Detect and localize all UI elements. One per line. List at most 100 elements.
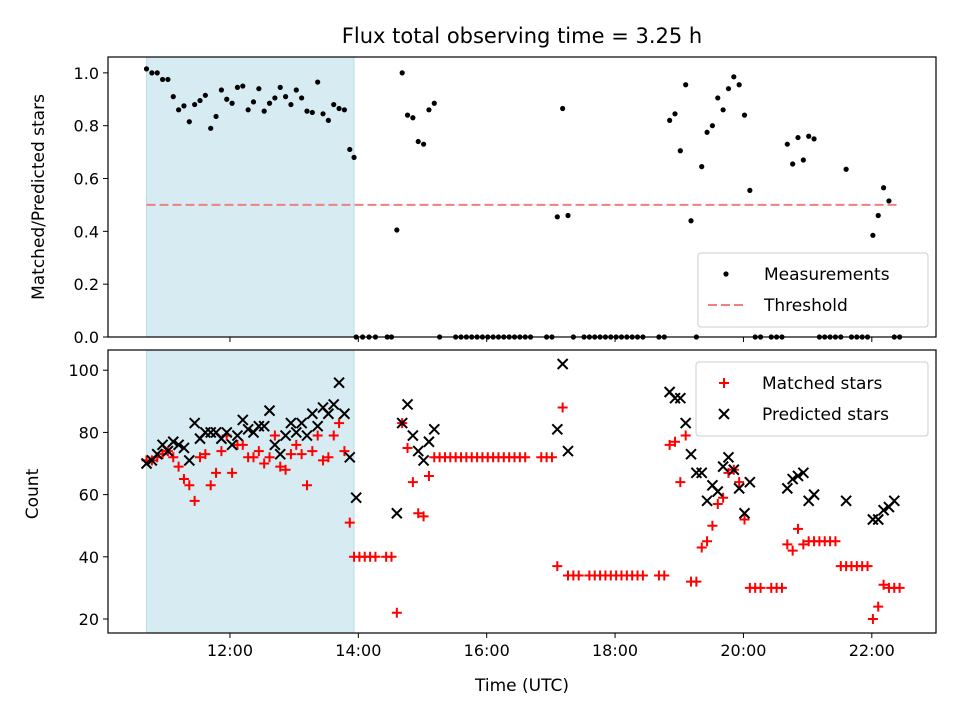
bottom-legend: Matched stars Predicted stars [695,361,929,437]
matched-stars-point [248,452,259,463]
bottom-y-tick-label: 60 [79,486,99,505]
matched-stars-point [168,452,179,463]
matched-stars-point [664,439,675,450]
predicted-stars-point [279,429,292,442]
top-legend: Measurements Threshold [697,252,929,328]
matched-stars-point [873,601,884,612]
matched-stars-point [211,467,222,478]
matched-stars-point [269,430,280,441]
measurement-point [351,154,357,160]
predicted-stars-point [556,358,569,370]
top-y-tick-label: 0.2 [74,275,99,294]
predicted-stars-point [428,423,440,436]
matched-stars-point [216,446,227,457]
measurement-point [731,74,737,80]
matched-stars-point [878,579,889,590]
measurement-point [677,148,683,154]
matched-stars-point [546,452,557,463]
measurement-point [304,108,310,114]
measurement-point [325,117,331,123]
predicted-stars-point [162,445,174,457]
matched-stars-point [391,607,402,618]
predicted-stars-point [712,485,724,498]
measurement-point [159,76,166,83]
predicted-stars-point [685,448,697,460]
matched-stars-point [413,508,424,519]
top-axes-frame [107,56,937,338]
measurement-point [741,112,748,118]
matched-stars-point [776,582,787,593]
matched-stars-point [301,480,312,491]
bottom-y-tick-label: 20 [79,610,99,629]
predicted-stars-point [423,436,435,448]
matched-stars-point [200,449,211,460]
predicted-stars-point [744,476,756,488]
measurement-point [202,92,208,98]
matched-stars-point [894,582,905,593]
measurement-point [176,107,182,113]
measurement-point [208,125,214,131]
bottom-series-1 [140,358,900,526]
predicted-stars-point [311,420,324,432]
measurement-point [309,109,315,116]
top-y-tick-label: 1.0 [74,64,99,83]
matched-stars-point [323,452,334,463]
predicted-stars-point [322,408,335,420]
measurement-point [186,119,192,125]
matched-stars-point [418,511,429,522]
matched-stars-point [285,449,296,460]
matched-stars-point [344,517,355,528]
measurement-point [336,105,342,112]
top-y-axis-label: Matched/Predicted stars [29,94,49,300]
measurement-point [715,95,721,101]
predicted-stars-point [338,408,351,420]
matched-stars-point [707,520,718,531]
measurement-point [870,232,876,238]
predicted-stars-point [872,513,884,526]
measurement-point [272,95,278,101]
x-tick-label: 12:00 [207,641,253,660]
measurement-point [394,227,400,233]
matched-stars-point [573,570,584,581]
top-y-tick-label: 0.8 [74,117,99,136]
matched-stars-point [189,495,200,506]
bottom-y-tick-label: 80 [79,423,99,442]
measurement-point [293,87,299,93]
top-panel: 0.0 0.2 0.4 0.6 0.8 1.0 Measurements Threshold [74,56,937,347]
bottom-x-axis-label: Time (UTC) [474,676,569,696]
matched-stars-point [680,430,691,441]
matched-stars-point [184,480,195,491]
matched-stars-point [312,430,323,441]
matched-stars-point [637,570,648,581]
predicted-stars-point [306,408,319,420]
matched-stars-point [423,470,434,481]
predicted-stars-point [717,460,729,473]
predicted-stars-point [781,482,794,495]
predicted-stars-point [226,439,238,451]
measurement-point [431,100,437,106]
measurement-point [790,161,796,167]
predicted-stars-point [722,451,735,463]
predicted-stars-point [696,467,708,479]
predicted-stars-point [151,448,163,460]
matched-stars-point [339,446,350,457]
bottom-observing-window-shade [146,349,355,634]
measurement-point [404,112,411,118]
top-y-tick-label: 0.4 [74,222,99,241]
measurement-point [192,101,198,108]
matched-stars-point [696,542,707,553]
measurement-point [420,141,427,147]
measurement-point [720,107,726,113]
predicted-stars-point [344,451,356,463]
measurement-point [880,185,887,191]
predicted-stars-point [274,448,286,460]
predicted-stars-point [242,423,254,436]
measurement-point [725,86,732,92]
matched-stars-point [734,477,745,488]
matched-stars-point [227,467,238,478]
measurement-point [149,70,155,76]
bottom-y-tick-label: 100 [68,361,99,380]
measurement-point [218,87,224,93]
measurement-point [165,76,171,83]
